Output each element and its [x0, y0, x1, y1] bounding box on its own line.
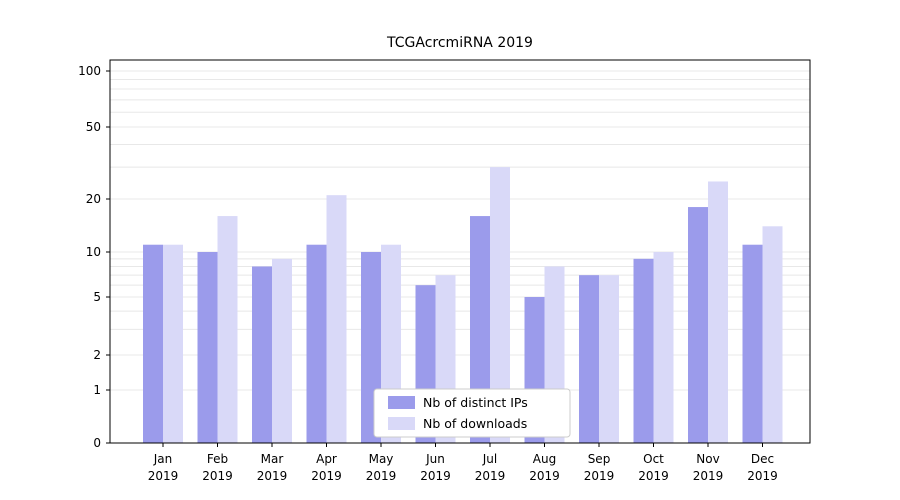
y-tick-label: 5 — [93, 290, 101, 304]
legend-box — [373, 388, 571, 438]
y-axis: 0 1 2 5 10 20 50 100 — [78, 64, 110, 450]
legend-swatch-distinct-ips — [388, 396, 415, 409]
x-tick-label-year: 2019 — [420, 469, 451, 483]
bar-downloads-sep — [599, 275, 619, 443]
x-tick-label-year: 2019 — [366, 469, 397, 483]
legend: Nb of distinct IPs Nb of downloads — [373, 388, 571, 438]
x-tick-label-month: Dec — [751, 452, 774, 466]
x-tick-label-month: Jan — [153, 452, 173, 466]
x-tick-label-year: 2019 — [529, 469, 560, 483]
x-tick-label-month: Feb — [207, 452, 228, 466]
bar-distinct-ips-dec — [742, 244, 763, 443]
x-tick-label-year: 2019 — [584, 469, 615, 483]
x-tick-label-year: 2019 — [638, 469, 669, 483]
bar-downloads-oct — [653, 252, 674, 443]
x-tick-label-year: 2019 — [311, 469, 342, 483]
bar-downloads-feb — [217, 216, 238, 443]
x-tick-label-year: 2019 — [693, 469, 724, 483]
bar-distinct-ips-jul — [470, 216, 490, 443]
bar-downloads-mar — [272, 258, 292, 443]
bar-distinct-ips-apr — [306, 244, 327, 443]
y-tick-label: 10 — [86, 245, 101, 259]
bar-distinct-ips-mar — [252, 266, 272, 443]
x-tick-label-month: Jul — [482, 452, 497, 466]
y-tick-label: 0 — [93, 436, 101, 450]
bar-distinct-ips-feb — [197, 252, 218, 443]
bar-distinct-ips-jan — [143, 244, 163, 443]
bar-distinct-ips-nov — [688, 207, 708, 443]
bar-downloads-jul — [490, 167, 510, 443]
legend-swatch-downloads — [388, 417, 415, 430]
x-tick-label-month: Mar — [261, 452, 284, 466]
bar-distinct-ips-sep — [579, 275, 599, 443]
x-tick-label-month: May — [369, 452, 394, 466]
x-tick-label-month: Aug — [533, 452, 556, 466]
y-tick-label: 20 — [86, 192, 101, 206]
bar-distinct-ips-oct — [633, 258, 654, 443]
x-tick-label-year: 2019 — [202, 469, 233, 483]
y-tick-label: 1 — [93, 383, 101, 397]
y-tick-label: 2 — [93, 348, 101, 362]
bar-downloads-nov — [708, 181, 728, 444]
x-tick-label-month: Apr — [316, 452, 337, 466]
x-tick-label-year: 2019 — [475, 469, 506, 483]
x-tick-label-month: Jun — [425, 452, 445, 466]
chart-title: TCGAcrcmiRNA 2019 — [386, 35, 533, 51]
y-tick-label: 50 — [86, 120, 101, 134]
bar-downloads-apr — [326, 195, 347, 443]
y-tick-label: 100 — [78, 64, 101, 78]
bar-downloads-dec — [762, 226, 783, 443]
x-tick-label-year: 2019 — [257, 469, 288, 483]
legend-label-distinct-ips: Nb of distinct IPs — [423, 395, 528, 410]
bar-downloads-jan — [163, 244, 183, 443]
legend-label-downloads: Nb of downloads — [423, 416, 527, 431]
x-axis: Jan 2019 Feb 2019 Mar 2019 Apr 2019 May 2019 Jun 20… — [148, 443, 778, 483]
x-tick-label-year: 2019 — [747, 469, 778, 483]
x-tick-label-month: Nov — [696, 452, 719, 466]
x-tick-label-year: 2019 — [148, 469, 179, 483]
x-tick-label-month: Sep — [588, 452, 611, 466]
x-tick-label-month: Oct — [643, 452, 664, 466]
